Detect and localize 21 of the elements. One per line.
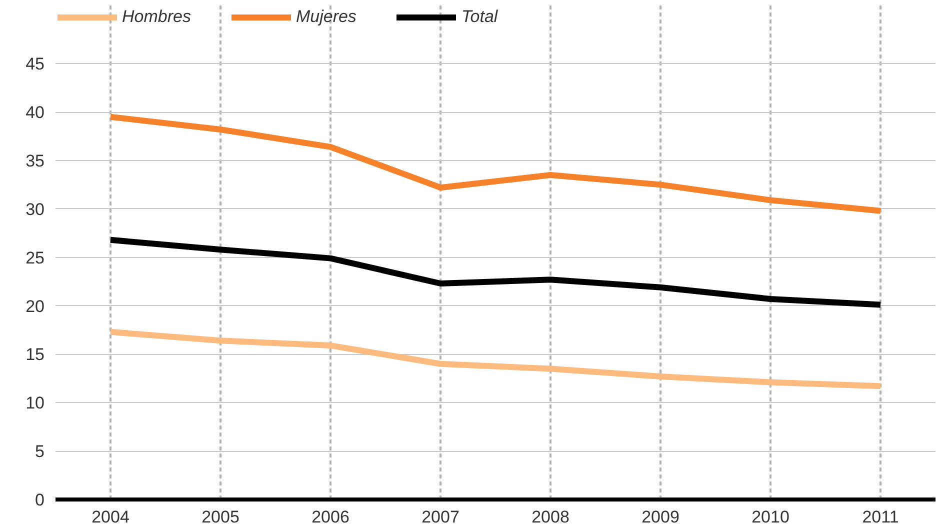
y-tick-label: 0: [35, 490, 45, 510]
y-tick-label: 25: [26, 248, 45, 268]
x-tick-label: 2011: [862, 508, 899, 526]
y-tick-label: 20: [26, 296, 45, 316]
y-tick-label: 5: [35, 442, 45, 462]
legend-label: Hombres: [122, 7, 191, 27]
y-tick-label: 10: [26, 394, 45, 413]
x-tick-label: 2010: [752, 508, 790, 526]
x-tick-label: 2005: [202, 508, 240, 526]
legend-label: Total: [461, 7, 498, 27]
x-tick-label: 2006: [312, 508, 350, 526]
x-tick-label: 2008: [532, 508, 570, 526]
y-tick-label: 15: [26, 345, 45, 364]
x-tick-label: 2004: [92, 508, 130, 526]
y-tick-label: 40: [26, 103, 45, 122]
y-tick-label: 35: [26, 151, 45, 170]
legend-label: Mujeres: [296, 7, 356, 27]
y-tick-label: 30: [26, 200, 45, 219]
x-tick-label: 2007: [422, 508, 460, 526]
y-tick-label: 45: [26, 54, 45, 74]
x-tick-label: 2009: [642, 508, 680, 526]
